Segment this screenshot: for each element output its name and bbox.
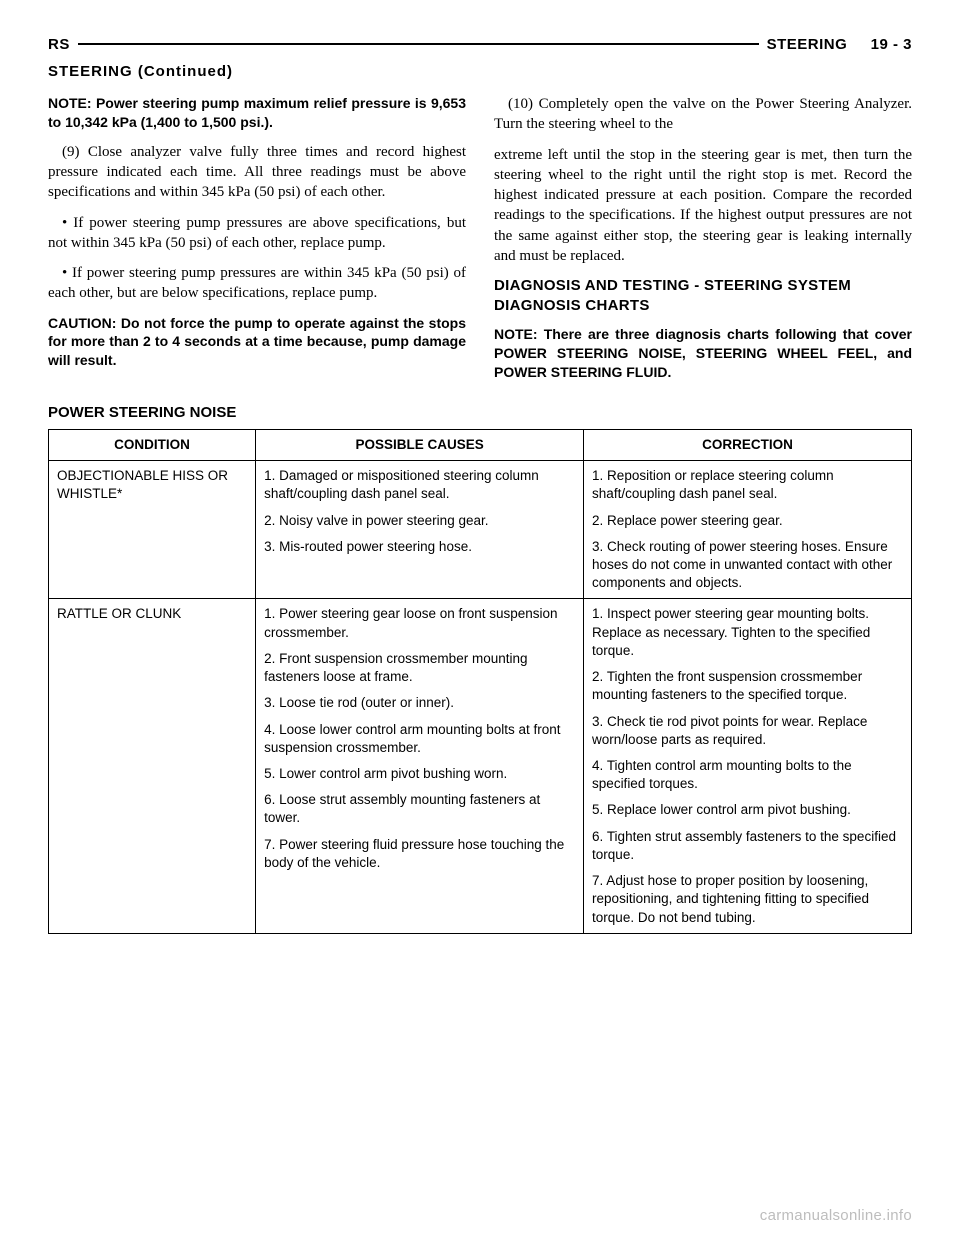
table-header-row: CONDITION POSSIBLE CAUSES CORRECTION xyxy=(49,429,912,460)
correction-item: 4. Tighten control arm mounting bolts to… xyxy=(592,757,903,793)
watermark: carmanualsonline.info xyxy=(760,1207,912,1224)
cause-item: 3. Mis-routed power steering hose. xyxy=(264,538,575,556)
header-left: RS xyxy=(48,36,70,53)
correction-item: 2. Replace power steering gear. xyxy=(592,512,903,530)
cause-item: 6. Loose strut assembly mounting fastene… xyxy=(264,791,575,827)
cell-causes: 1. Power steering gear loose on front su… xyxy=(256,599,584,933)
correction-item: 2. Tighten the front suspension crossmem… xyxy=(592,668,903,704)
th-causes: POSSIBLE CAUSES xyxy=(256,429,584,460)
header-rule xyxy=(78,43,759,45)
correction-item: 5. Replace lower control arm pivot bushi… xyxy=(592,801,903,819)
cell-corrections: 1. Inspect power steering gear mounting … xyxy=(584,599,912,933)
bullet-below-spec: • If power steering pump pressures are w… xyxy=(48,263,466,304)
cell-corrections: 1. Reposition or replace steering column… xyxy=(584,461,912,599)
step-10-start: (10) Completely open the valve on the Po… xyxy=(494,94,912,135)
cause-item: 5. Lower control arm pivot bushing worn. xyxy=(264,765,575,783)
correction-item: 3. Check routing of power steering hoses… xyxy=(592,538,903,593)
th-correction: CORRECTION xyxy=(584,429,912,460)
table-title: POWER STEERING NOISE xyxy=(48,404,912,421)
bullet-above-spec: • If power steering pump pressures are a… xyxy=(48,213,466,254)
note-relief-pressure: NOTE: Power steering pump maximum relief… xyxy=(48,94,466,132)
th-condition: CONDITION xyxy=(49,429,256,460)
table-row: RATTLE OR CLUNK 1. Power steering gear l… xyxy=(49,599,912,933)
step-10-continued: extreme left until the stop in the steer… xyxy=(494,145,912,267)
correction-item: 1. Reposition or replace steering column… xyxy=(592,467,903,503)
cause-item: 2. Noisy valve in power steering gear. xyxy=(264,512,575,530)
table-row: OBJECTIONABLE HISS OR WHISTLE* 1. Damage… xyxy=(49,461,912,599)
continued-heading: STEERING (Continued) xyxy=(48,63,912,80)
note-three-charts: NOTE: There are three diagnosis charts f… xyxy=(494,325,912,382)
correction-item: 1. Inspect power steering gear mounting … xyxy=(592,605,903,660)
cell-condition: OBJECTIONABLE HISS OR WHISTLE* xyxy=(49,461,256,599)
header-section: STEERING xyxy=(767,36,848,53)
diagnosis-table: CONDITION POSSIBLE CAUSES CORRECTION OBJ… xyxy=(48,429,912,934)
caution-pump: CAUTION: Do not force the pump to operat… xyxy=(48,314,466,371)
correction-item: 7. Adjust hose to proper position by loo… xyxy=(592,872,903,927)
page-header: RS STEERING 19 - 3 xyxy=(48,36,912,53)
diagnosis-heading: DIAGNOSIS AND TESTING - STEERING SYSTEM … xyxy=(494,276,912,315)
cause-item: 3. Loose tie rod (outer or inner). xyxy=(264,694,575,712)
step-9: (9) Close analyzer valve fully three tim… xyxy=(48,142,466,203)
cause-item: 2. Front suspension crossmember mounting… xyxy=(264,650,575,686)
cause-item: 1. Power steering gear loose on front su… xyxy=(264,605,575,641)
cell-condition: RATTLE OR CLUNK xyxy=(49,599,256,933)
cause-item: 4. Loose lower control arm mounting bolt… xyxy=(264,721,575,757)
header-page: 19 - 3 xyxy=(871,36,912,53)
cause-item: 7. Power steering fluid pressure hose to… xyxy=(264,836,575,872)
body-columns: NOTE: Power steering pump maximum relief… xyxy=(48,94,912,386)
cell-causes: 1. Damaged or mispositioned steering col… xyxy=(256,461,584,599)
table-body: OBJECTIONABLE HISS OR WHISTLE* 1. Damage… xyxy=(49,461,912,934)
correction-item: 3. Check tie rod pivot points for wear. … xyxy=(592,713,903,749)
cause-item: 1. Damaged or mispositioned steering col… xyxy=(264,467,575,503)
correction-item: 6. Tighten strut assembly fasteners to t… xyxy=(592,828,903,864)
